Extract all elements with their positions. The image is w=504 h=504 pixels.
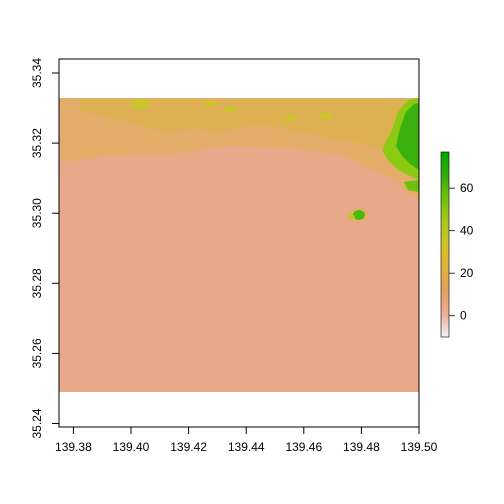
y-tick-label: 35.32 [30, 128, 44, 158]
hill-high [396, 103, 419, 170]
x-tick-label: 139.46 [285, 440, 322, 454]
island-hill-low [349, 215, 355, 219]
legend-tick-label: 40 [460, 224, 474, 238]
hill-east [404, 180, 419, 192]
colorbar-fill [440, 151, 450, 338]
y-tick-label: 35.24 [30, 408, 44, 438]
yellow-patch [130, 99, 150, 109]
y-tick-label: 35.26 [30, 338, 44, 368]
yellow-patch [318, 113, 332, 119]
y-tick-label: 35.30 [30, 198, 44, 228]
plot-frame [58, 58, 420, 428]
raster-image [59, 98, 419, 392]
legend-tick-label: 20 [460, 266, 474, 280]
x-tick-label: 139.38 [55, 440, 92, 454]
yellow-patch [204, 100, 216, 106]
yellow-patch [224, 107, 236, 113]
y-tick-label: 35.34 [30, 58, 44, 88]
x-axis: 139.38 139.40 139.42 139.44 139.46 139.48 139.… [55, 427, 438, 454]
legend-colorbar: 0 20 40 60 [440, 151, 474, 338]
y-tick-label: 35.28 [30, 268, 44, 298]
yellow-patch [284, 115, 296, 121]
island-hill [353, 210, 365, 220]
x-tick-label: 139.42 [170, 440, 207, 454]
legend-tick-label: 60 [460, 181, 474, 195]
coastal-plateau [80, 100, 419, 152]
x-tick-label: 139.48 [343, 440, 380, 454]
x-tick-label: 139.50 [401, 440, 438, 454]
x-tick-label: 139.40 [113, 440, 150, 454]
y-axis: 35.24 35.26 35.28 35.30 35.32 35.34 [30, 58, 59, 439]
x-tick-label: 139.44 [228, 440, 265, 454]
legend-tick-label: 0 [460, 309, 467, 323]
